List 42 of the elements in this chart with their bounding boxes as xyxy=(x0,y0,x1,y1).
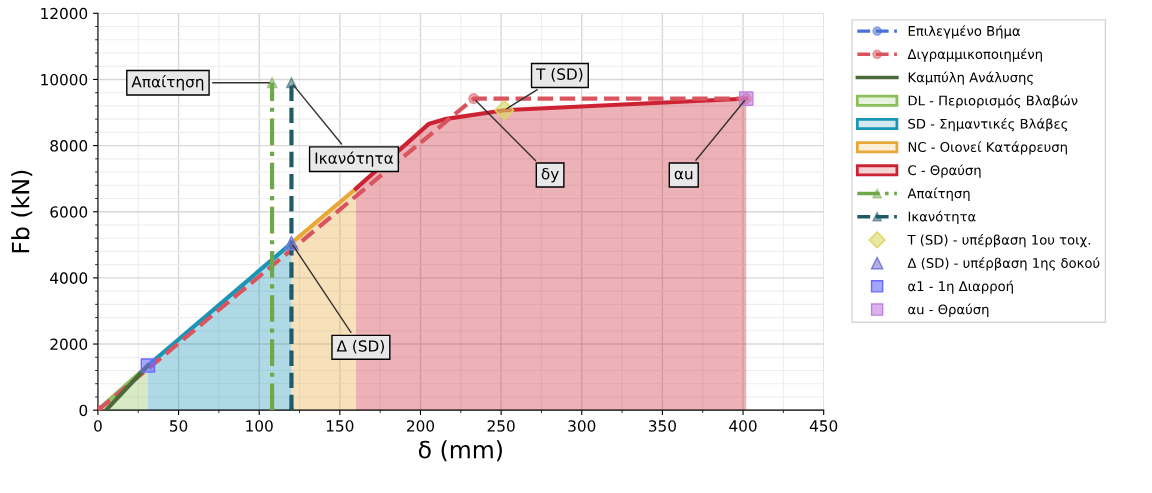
annotation: δy xyxy=(541,167,559,183)
legend-label: C - Θραύση xyxy=(908,164,981,178)
annotation: αu xyxy=(674,170,693,180)
annotation: Απαίτηση xyxy=(131,75,204,91)
x-tick-label: 0 xyxy=(94,420,102,432)
y-tick-label: 6000 xyxy=(50,206,88,218)
x-tick-label: 400 xyxy=(729,420,757,432)
legend-label: SD - Σημαντικές Βλάβες xyxy=(908,118,1068,132)
annotation: Δ (SD) xyxy=(336,339,384,354)
x-tick-label: 50 xyxy=(170,420,188,432)
point xyxy=(494,100,515,121)
legend-label: αu - Θραύση xyxy=(908,303,989,317)
y-tick-label: 4000 xyxy=(50,272,88,284)
legend-label: Απαίτηση xyxy=(907,187,970,201)
legend-label: NC - Οιονεί Κατάρρευση xyxy=(908,141,1067,155)
y-tick-label: 2000 xyxy=(50,338,88,351)
x-tick-label: 250 xyxy=(487,420,515,432)
y-tick-label: 10000 xyxy=(41,73,88,86)
y-axis-title: Fb (kN) xyxy=(11,170,33,253)
legend-label: α1 - 1η Διαρροή xyxy=(908,280,1013,294)
legend-label: DL - Περιορισμός Βλαβών xyxy=(908,94,1078,109)
y-tick-label: 0 xyxy=(79,404,88,417)
x-tick-label: 300 xyxy=(568,420,596,432)
x-tick-label: 350 xyxy=(648,420,676,432)
annotation: Ικανότητα xyxy=(315,151,394,167)
legend-label: Ικανότητα xyxy=(908,210,976,225)
x-tick-label: 100 xyxy=(246,420,273,432)
x-tick-label: 200 xyxy=(407,420,435,432)
point xyxy=(468,93,480,105)
legend-label: Επιλεγμένο Βήμα xyxy=(908,25,1020,39)
x-tick-label: 150 xyxy=(326,420,354,432)
legend-label: T (SD) - υπέρβαση 1ου τοιχ. xyxy=(907,234,1090,248)
x-axis-title: δ (mm) xyxy=(418,440,502,462)
legend-label: Καμπύλη Ανάλυσης xyxy=(908,71,1033,85)
legend-label: Διγραμμικοποιημένη xyxy=(907,48,1042,62)
x-tick-label: 450 xyxy=(809,420,838,432)
annotation: T (SD) xyxy=(536,68,583,82)
y-tick-label: 12000 xyxy=(41,7,88,20)
legend-label: Δ (SD) - υπέρβαση 1ης δοκού xyxy=(907,257,1100,271)
point xyxy=(266,77,278,89)
y-tick-label: 8000 xyxy=(50,140,88,152)
point xyxy=(284,235,299,251)
